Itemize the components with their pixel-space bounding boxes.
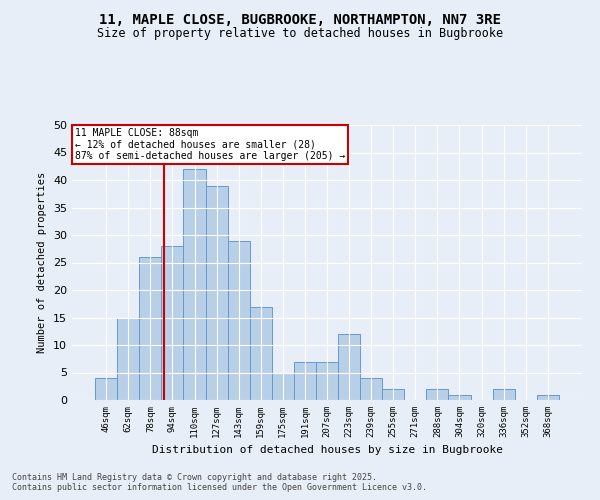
Bar [537,394,559,400]
Bar [294,362,316,400]
Bar [227,240,250,400]
Text: Contains HM Land Registry data © Crown copyright and database right 2025.
Contai: Contains HM Land Registry data © Crown c… [12,473,427,492]
X-axis label: Distribution of detached houses by size in Bugbrooke: Distribution of detached houses by size … [151,446,503,456]
Bar [161,246,184,400]
Bar [338,334,360,400]
Y-axis label: Number of detached properties: Number of detached properties [37,172,47,353]
Text: Size of property relative to detached houses in Bugbrooke: Size of property relative to detached ho… [97,28,503,40]
Text: 11, MAPLE CLOSE, BUGBROOKE, NORTHAMPTON, NN7 3RE: 11, MAPLE CLOSE, BUGBROOKE, NORTHAMPTON,… [99,12,501,26]
Bar [117,318,139,400]
Bar [382,389,404,400]
Bar [206,186,227,400]
Bar [360,378,382,400]
Text: 11 MAPLE CLOSE: 88sqm
← 12% of detached houses are smaller (28)
87% of semi-deta: 11 MAPLE CLOSE: 88sqm ← 12% of detached … [74,128,345,161]
Bar [493,389,515,400]
Bar [250,306,272,400]
Bar [95,378,117,400]
Bar [427,389,448,400]
Bar [316,362,338,400]
Bar [448,394,470,400]
Bar [184,169,206,400]
Bar [139,257,161,400]
Bar [272,372,294,400]
